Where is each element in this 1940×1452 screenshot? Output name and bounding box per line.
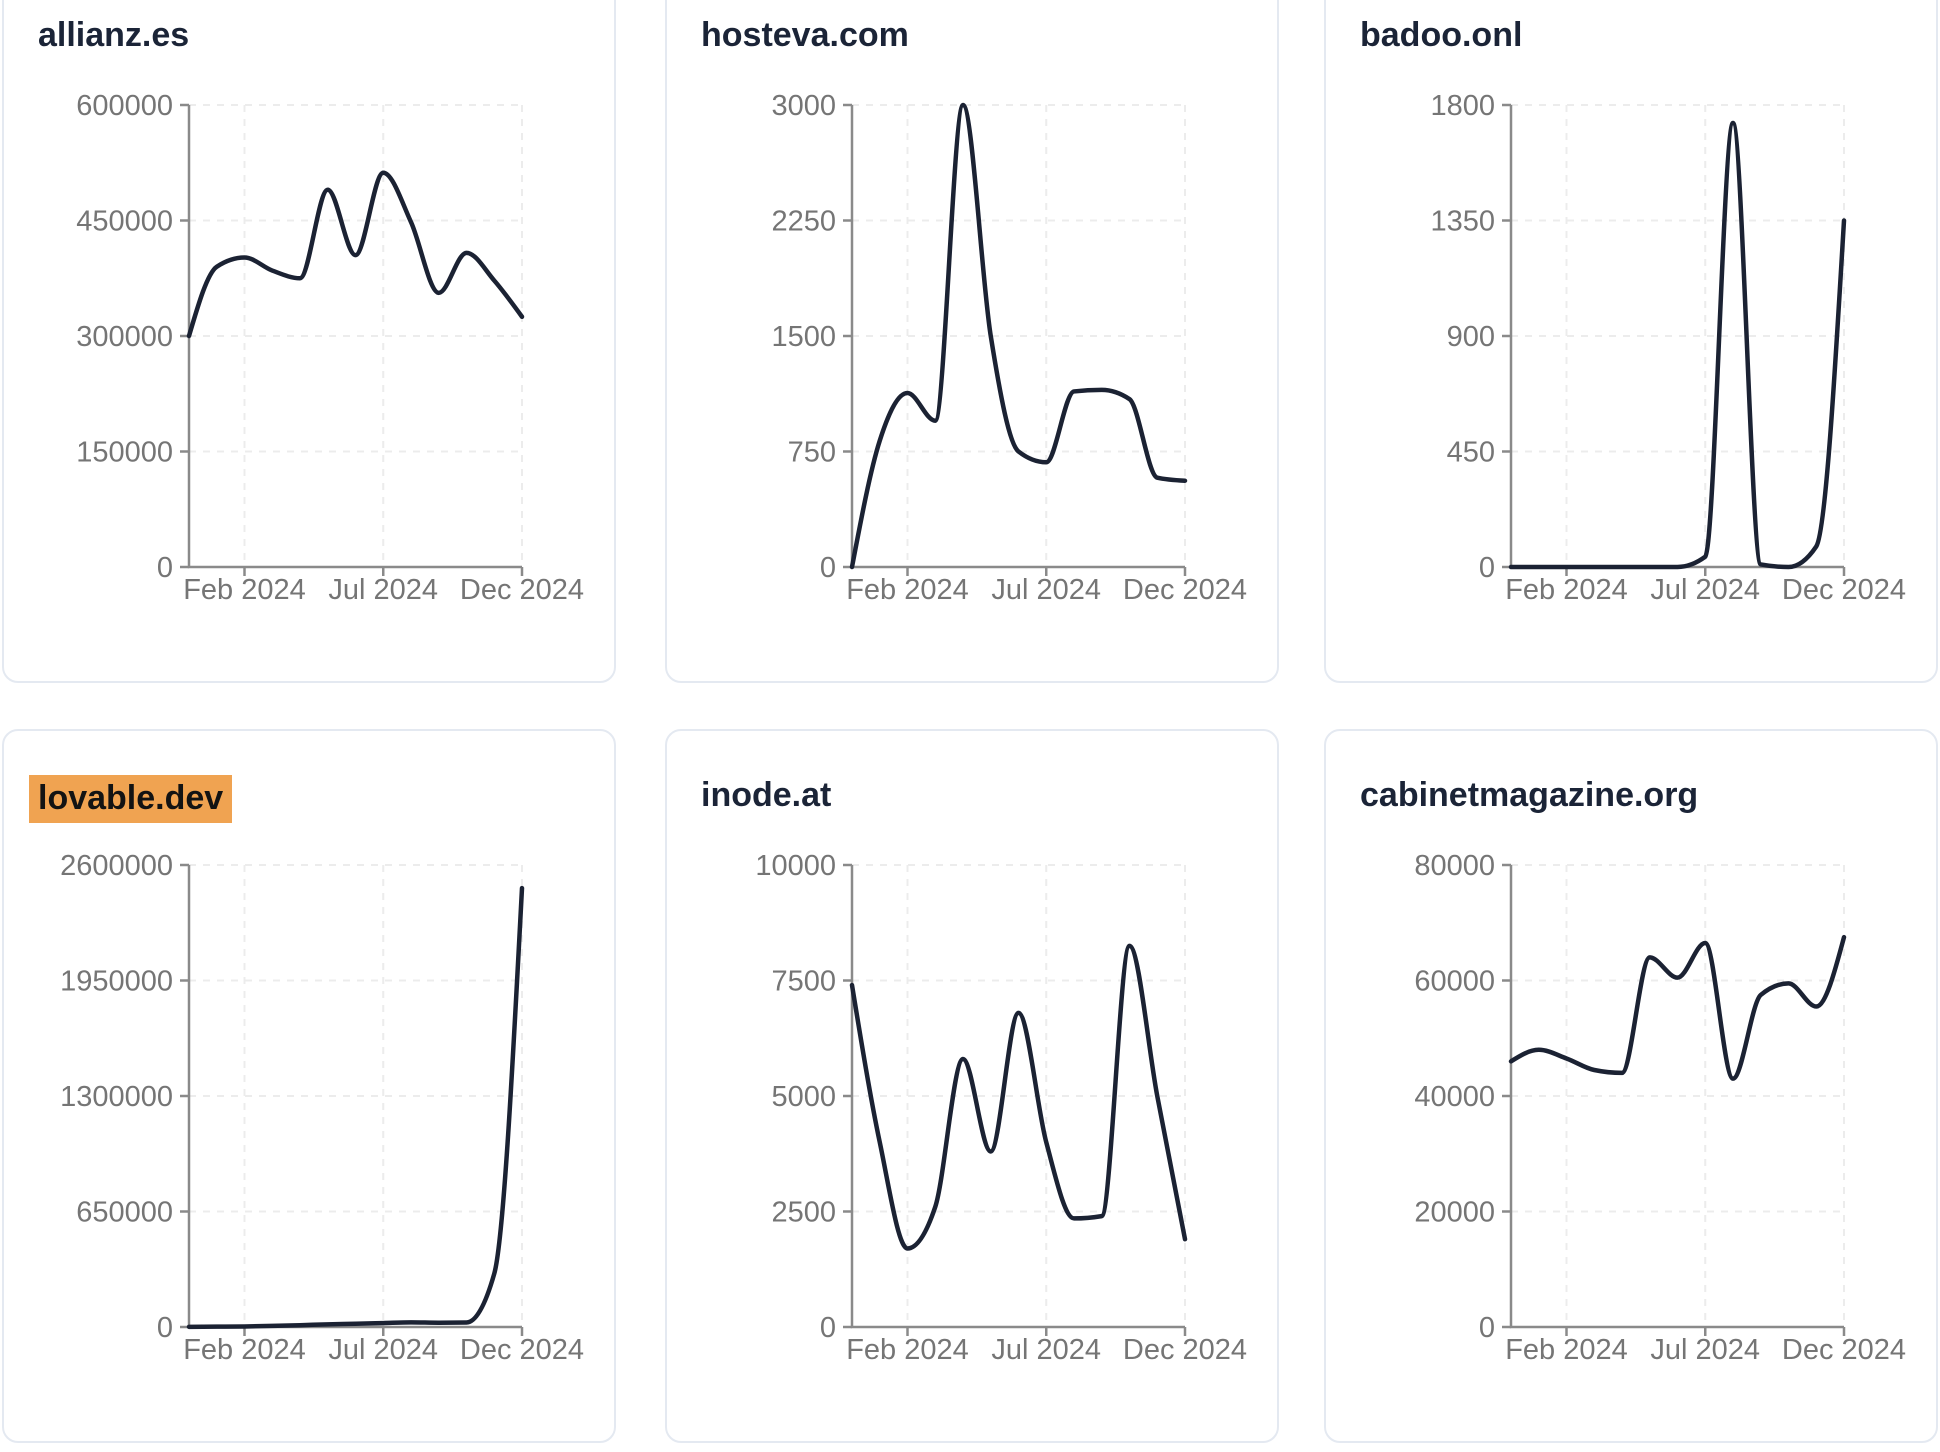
svg-text:Dec 2024: Dec 2024 xyxy=(1123,1334,1247,1366)
svg-text:Jul 2024: Jul 2024 xyxy=(1650,574,1760,606)
svg-text:Jul 2024: Jul 2024 xyxy=(1650,1334,1760,1366)
chart-card: badoo.onl 0 450 900 1350 1800 Feb 2024 Jul 202… xyxy=(1324,0,1938,683)
svg-text:0: 0 xyxy=(157,552,173,584)
line-chart: 0 20000 40000 60000 80000 Feb 2024 Jul 2024 Dec… xyxy=(1414,850,1906,1366)
chart-title: allianz.es xyxy=(38,16,190,54)
svg-text:5000: 5000 xyxy=(771,1081,836,1113)
svg-text:600000: 600000 xyxy=(76,90,173,122)
line-chart: 0 150000 300000 450000 600000 Feb 2024 Jul 202… xyxy=(76,90,584,606)
svg-text:Feb 2024: Feb 2024 xyxy=(846,1334,969,1366)
chart-title: badoo.onl xyxy=(1360,16,1523,54)
svg-text:1300000: 1300000 xyxy=(60,1081,173,1113)
svg-text:450000: 450000 xyxy=(76,206,173,238)
chart-card: lovable.dev 0 650000 1300000 1950000 2600000… xyxy=(2,729,616,1443)
svg-text:Feb 2024: Feb 2024 xyxy=(846,574,969,606)
svg-text:2500: 2500 xyxy=(771,1197,836,1229)
svg-text:450: 450 xyxy=(1447,437,1495,469)
svg-text:2250: 2250 xyxy=(771,206,836,238)
chart-title-row: cabinetmagazine.org xyxy=(1360,775,1698,815)
line-chart: 0 650000 1300000 1950000 2600000 Feb 2024 Jul … xyxy=(60,850,584,1366)
chart-card: hosteva.com 0 750 1500 2250 3000 Feb 2024 Jul … xyxy=(665,0,1279,683)
svg-text:Feb 2024: Feb 2024 xyxy=(1505,1334,1628,1366)
svg-text:Feb 2024: Feb 2024 xyxy=(1505,574,1628,606)
svg-text:650000: 650000 xyxy=(76,1197,173,1229)
svg-text:1500: 1500 xyxy=(771,321,836,353)
svg-text:Dec 2024: Dec 2024 xyxy=(1123,574,1247,606)
svg-text:300000: 300000 xyxy=(76,321,173,353)
svg-text:Feb 2024: Feb 2024 xyxy=(183,1334,306,1366)
chart-title: hosteva.com xyxy=(701,16,909,54)
chart-card: cabinetmagazine.org 0 20000 40000 60000 8000… xyxy=(1324,729,1938,1443)
svg-text:80000: 80000 xyxy=(1414,850,1495,882)
svg-text:Jul 2024: Jul 2024 xyxy=(991,1334,1101,1366)
line-chart: 0 450 900 1350 1800 Feb 2024 Jul 2024 Dec 2024 xyxy=(1430,90,1906,606)
chart-card: allianz.es 0 150000 300000 450000 600000 Feb … xyxy=(2,0,616,683)
svg-text:10000: 10000 xyxy=(755,850,836,882)
svg-text:1950000: 1950000 xyxy=(60,966,173,998)
chart-card: inode.at 0 2500 5000 7500 10000 Feb 2024 Jul 2… xyxy=(665,729,1279,1443)
svg-text:20000: 20000 xyxy=(1414,1197,1495,1229)
svg-text:0: 0 xyxy=(820,1312,836,1344)
svg-text:Dec 2024: Dec 2024 xyxy=(1782,1334,1906,1366)
chart-title: lovable.dev xyxy=(29,775,233,823)
svg-text:150000: 150000 xyxy=(76,437,173,469)
svg-text:1350: 1350 xyxy=(1430,206,1495,238)
svg-text:900: 900 xyxy=(1447,321,1495,353)
svg-text:0: 0 xyxy=(157,1312,173,1344)
chart-title: inode.at xyxy=(701,776,832,814)
chart-title-row: hosteva.com xyxy=(701,15,909,55)
svg-text:Jul 2024: Jul 2024 xyxy=(328,574,438,606)
svg-text:7500: 7500 xyxy=(771,966,836,998)
chart-title-row: allianz.es xyxy=(38,15,189,55)
svg-text:Jul 2024: Jul 2024 xyxy=(328,1334,438,1366)
chart-title-row: inode.at xyxy=(701,775,831,815)
line-chart: 0 2500 5000 7500 10000 Feb 2024 Jul 2024 Dec 20… xyxy=(755,850,1247,1366)
svg-text:0: 0 xyxy=(1479,1312,1495,1344)
svg-text:1800: 1800 xyxy=(1430,90,1495,122)
line-chart: 0 750 1500 2250 3000 Feb 2024 Jul 2024 Dec 2024 xyxy=(771,90,1247,606)
svg-text:Jul 2024: Jul 2024 xyxy=(991,574,1101,606)
svg-text:40000: 40000 xyxy=(1414,1081,1495,1113)
svg-text:Feb 2024: Feb 2024 xyxy=(183,574,306,606)
svg-text:0: 0 xyxy=(820,552,836,584)
svg-text:Dec 2024: Dec 2024 xyxy=(1782,574,1906,606)
svg-text:60000: 60000 xyxy=(1414,966,1495,998)
svg-text:Dec 2024: Dec 2024 xyxy=(460,1334,584,1366)
chart-title-row: badoo.onl xyxy=(1360,15,1522,55)
chart-title: cabinetmagazine.org xyxy=(1360,776,1699,814)
chart-title-row: lovable.dev xyxy=(29,775,233,823)
svg-text:2600000: 2600000 xyxy=(60,850,173,882)
svg-text:750: 750 xyxy=(788,437,836,469)
svg-text:0: 0 xyxy=(1479,552,1495,584)
svg-text:3000: 3000 xyxy=(771,90,836,122)
svg-text:Dec 2024: Dec 2024 xyxy=(460,574,584,606)
